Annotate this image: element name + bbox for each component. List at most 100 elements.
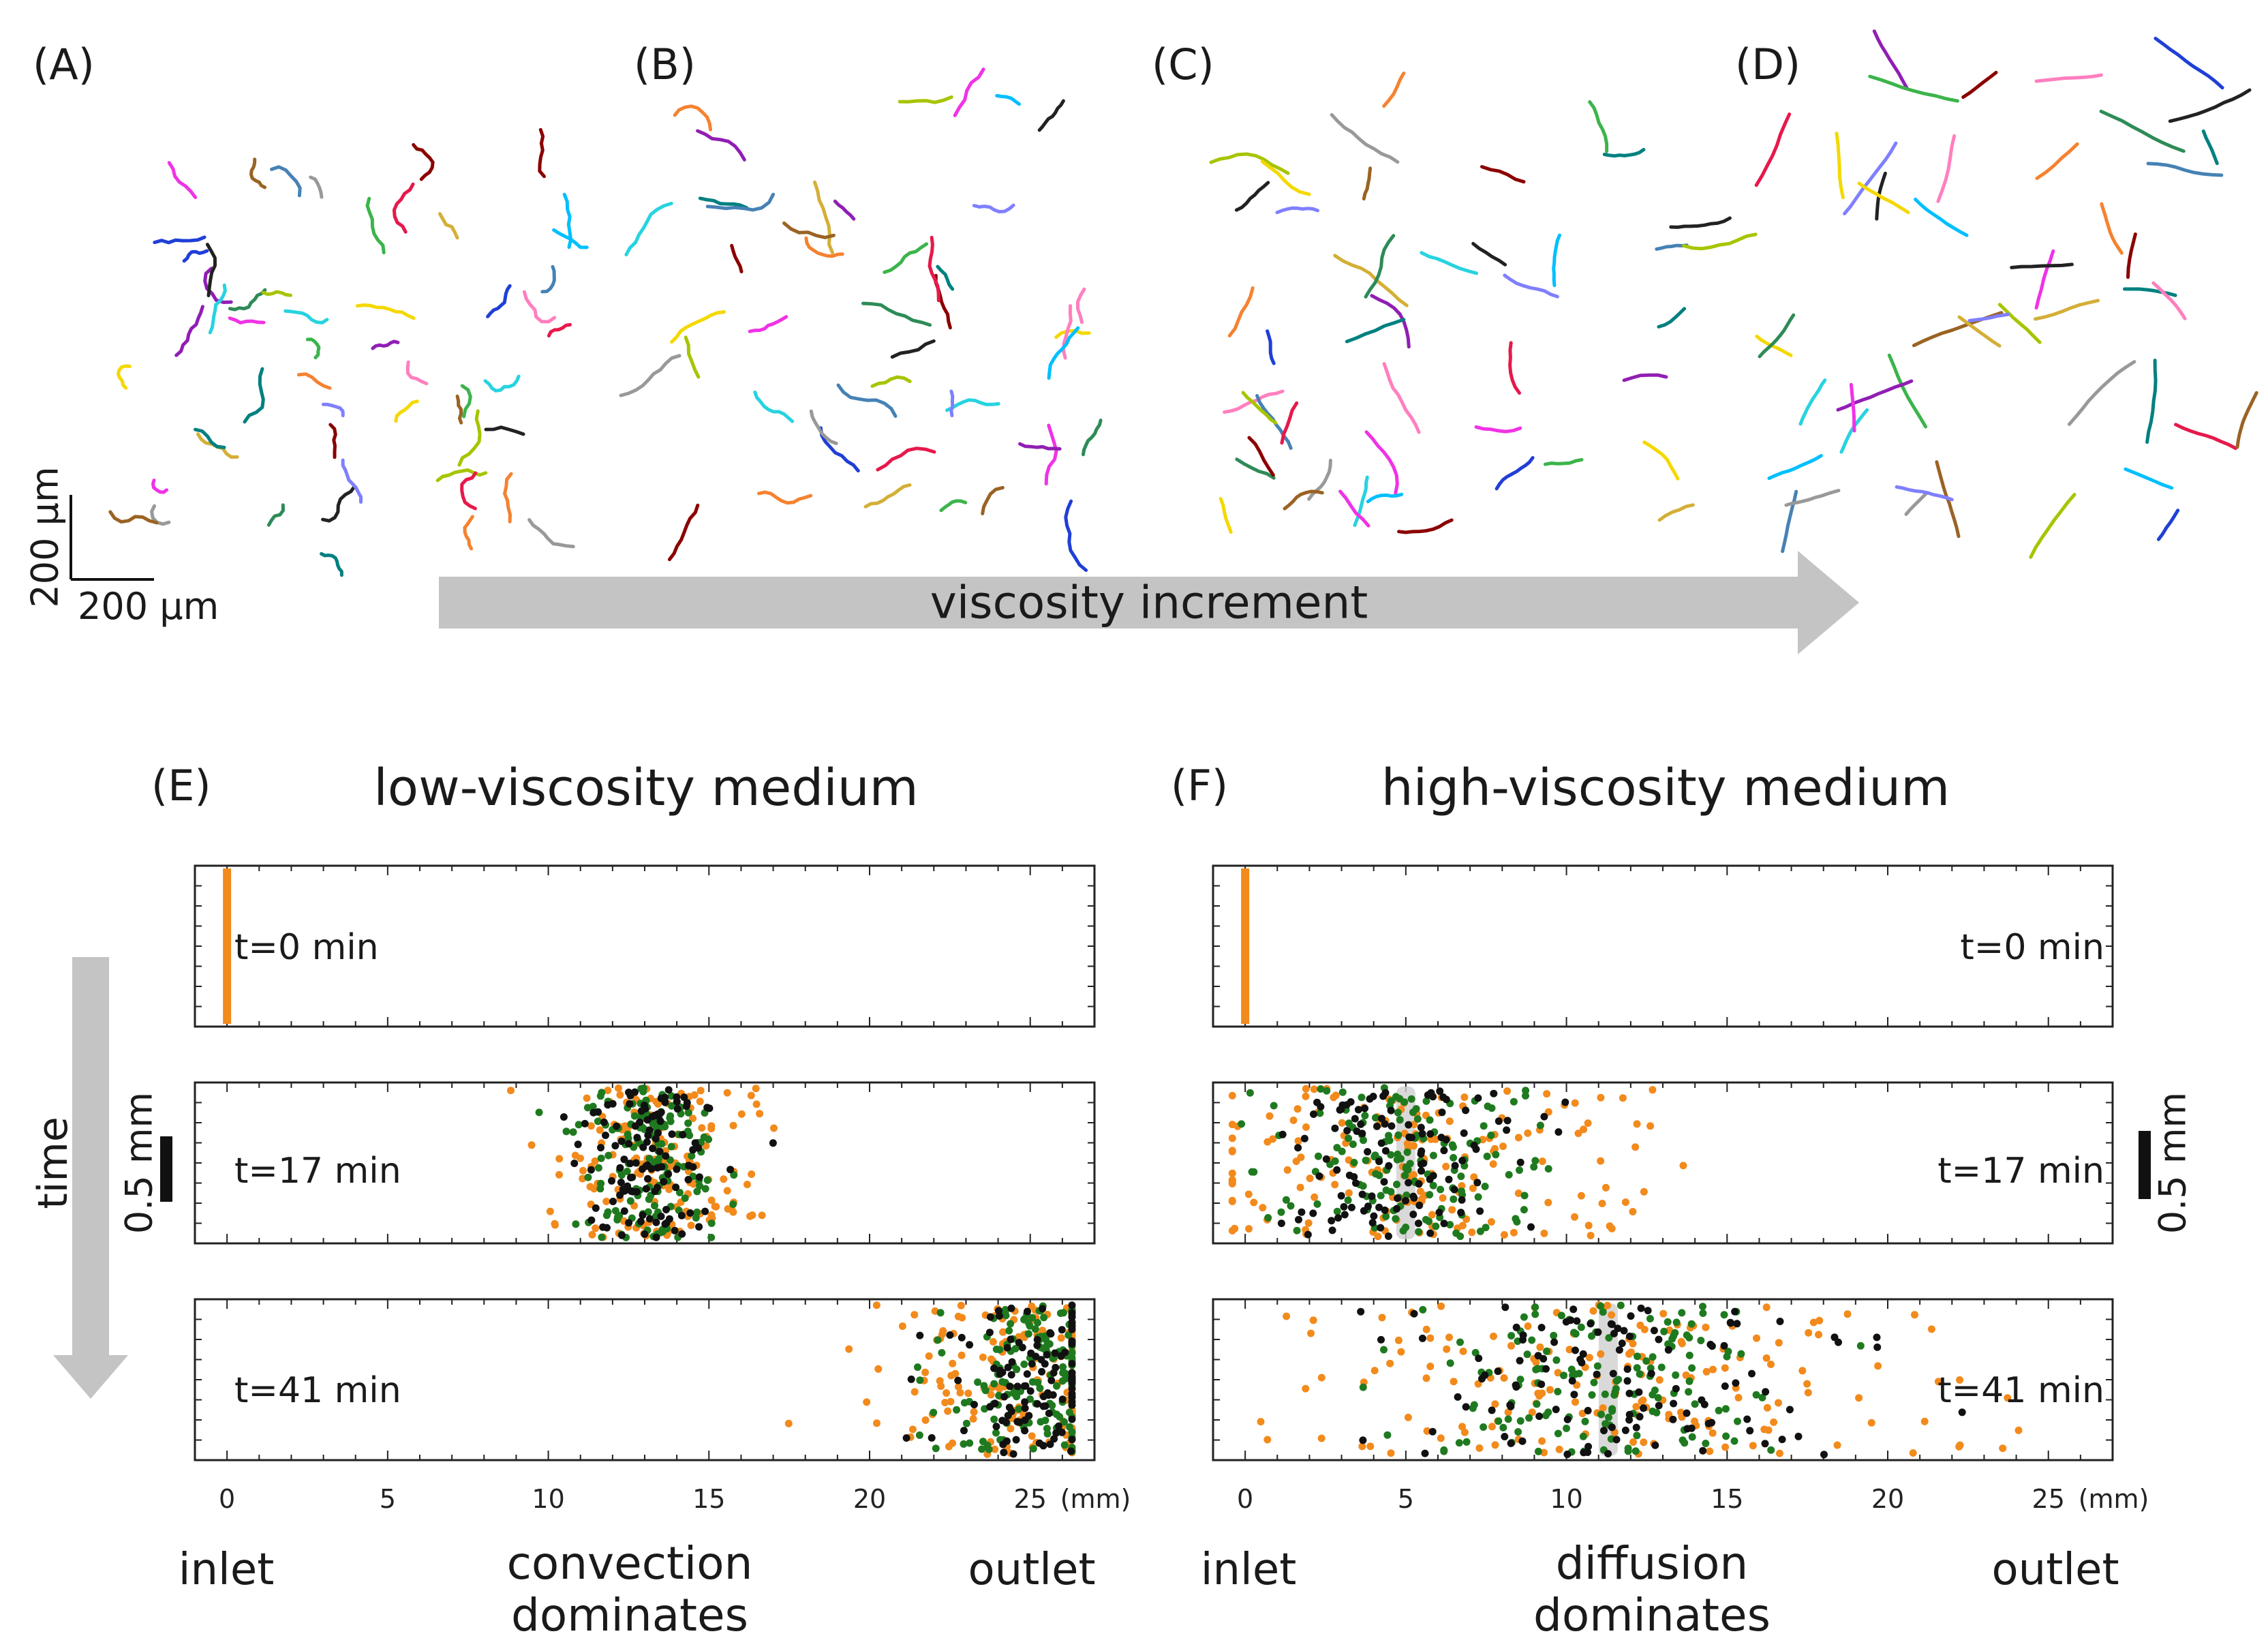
cell-point: [640, 1125, 648, 1133]
cell-point: [1231, 1224, 1239, 1232]
cell-point: [1492, 1151, 1500, 1159]
cell-point: [1730, 1437, 1738, 1445]
cell-point: [1370, 1367, 1379, 1375]
cell-point: [1354, 1106, 1362, 1114]
cell-point: [1315, 1172, 1323, 1180]
cell-point: [701, 1207, 709, 1215]
cell-point: [1034, 1318, 1041, 1327]
cell-point: [1625, 1389, 1634, 1397]
cell-point: [1426, 1191, 1434, 1199]
cell-point: [1287, 1202, 1295, 1210]
cell-point: [1426, 1334, 1435, 1342]
cell-point: [1546, 1386, 1554, 1394]
cell-point: [668, 1102, 676, 1110]
trajectory-track: [483, 374, 521, 393]
cell-point: [1450, 1153, 1458, 1162]
cell-point: [1909, 1449, 1917, 1457]
trajectory-track: [1283, 489, 1324, 511]
cell-point: [1664, 1318, 1672, 1326]
cell-point: [1776, 1318, 1784, 1325]
cell-point: [1653, 1408, 1661, 1417]
cell-point: [1331, 1181, 1339, 1189]
cell-point: [1608, 1320, 1616, 1329]
trajectory-track: [1655, 243, 1689, 251]
panel-label-b: (B): [634, 40, 696, 89]
high-inlet-label: inlet: [1200, 1545, 1297, 1595]
cell-point: [1359, 1436, 1367, 1444]
cell-point: [616, 1164, 624, 1172]
cell-point: [1699, 1309, 1707, 1317]
cell-point: [1609, 1369, 1617, 1378]
plot-frame-0: [1212, 864, 2114, 1028]
cell-point: [1685, 1377, 1694, 1385]
trajectory-track: [1471, 241, 1507, 267]
trajectory-track: [876, 446, 936, 472]
cell-point: [1775, 1399, 1782, 1407]
cell-point: [1460, 1093, 1469, 1102]
cell-point: [689, 1163, 697, 1171]
cell-point: [1778, 1436, 1786, 1444]
trajectory-track: [1219, 497, 1233, 534]
time-arrow-label: time: [29, 1117, 77, 1209]
trajectory-track: [1936, 134, 1957, 203]
cell-point: [1702, 1440, 1710, 1447]
trajectory-track: [1280, 401, 1299, 445]
cell-point: [1051, 1349, 1059, 1357]
trajectory-track: [936, 264, 955, 291]
high-caption-line-1: diffusion: [1555, 1537, 1749, 1590]
trajectory-track: [928, 235, 940, 303]
cell-point: [1270, 1102, 1278, 1110]
cell-point: [1762, 1354, 1771, 1362]
trajectory-track: [945, 398, 1000, 412]
low-frame-label-41: t=41 min: [234, 1370, 401, 1411]
cell-point: [1345, 1189, 1353, 1197]
cell-point: [626, 1100, 634, 1108]
cell-point: [1640, 1325, 1649, 1333]
cell-point: [1296, 1183, 1304, 1192]
cell-point: [1723, 1352, 1731, 1361]
cell-point: [1304, 1230, 1312, 1239]
trajectory-track: [182, 249, 209, 263]
cell-point: [1028, 1360, 1036, 1368]
cell-point: [1620, 1327, 1628, 1335]
cell-point: [1597, 1157, 1605, 1165]
cell-point: [1018, 1344, 1026, 1352]
trajectory-track: [1669, 216, 1732, 229]
cell-point: [665, 1185, 673, 1194]
cell-point: [1530, 1163, 1538, 1171]
cell-point: [1721, 1382, 1729, 1390]
cell-point: [910, 1388, 919, 1396]
cell-point: [1387, 1151, 1395, 1159]
cell-point: [1333, 1207, 1341, 1215]
cell-point: [664, 1086, 673, 1094]
cell-point: [1302, 1085, 1310, 1093]
cell-point: [1458, 1423, 1466, 1431]
cell-point: [1760, 1425, 1768, 1434]
cell-point: [1350, 1159, 1358, 1166]
trajectory-track: [1904, 491, 1929, 516]
cell-point: [1593, 1362, 1602, 1370]
cell-point: [1580, 1125, 1588, 1134]
cell-point: [1544, 1198, 1552, 1207]
trajectory-track: [1382, 362, 1421, 434]
cell-point: [1833, 1441, 1841, 1449]
trajectory-track: [150, 504, 171, 526]
cell-point: [1500, 1231, 1508, 1239]
cell-point: [1632, 1403, 1640, 1411]
cell-point: [581, 1119, 589, 1127]
trajectory-track: [2123, 287, 2177, 297]
cell-point: [683, 1099, 691, 1107]
cell-point: [1005, 1327, 1013, 1335]
cell-point: [684, 1108, 692, 1117]
cell-point: [1654, 1394, 1662, 1402]
cell-point: [572, 1220, 580, 1228]
cell-point: [698, 1124, 706, 1132]
cell-point: [1381, 1147, 1390, 1155]
cell-point: [1386, 1359, 1394, 1367]
time-arrow: [53, 957, 128, 1399]
cell-point: [591, 1157, 599, 1165]
plot-frame-0: [194, 864, 1096, 1028]
low-caption-line-1: convection: [506, 1537, 753, 1590]
cell-point: [1060, 1441, 1069, 1449]
cell-point: [1629, 1339, 1637, 1348]
